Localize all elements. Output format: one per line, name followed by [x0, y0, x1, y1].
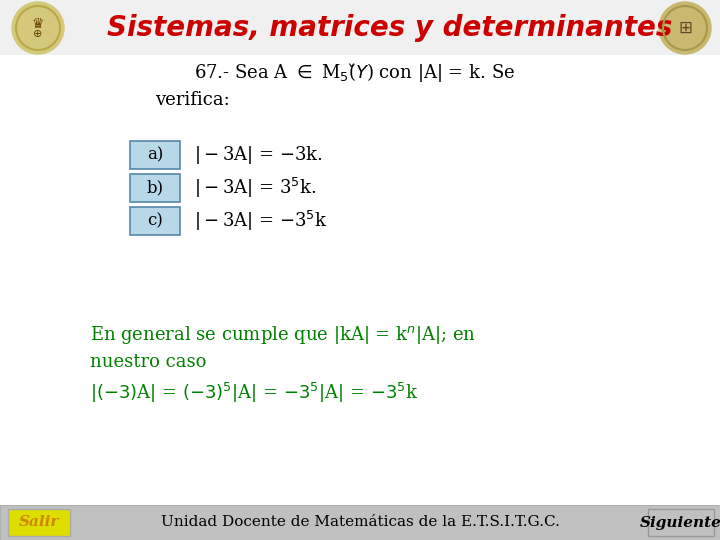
- Text: a): a): [147, 146, 163, 164]
- Text: ♛: ♛: [32, 17, 44, 31]
- Bar: [130, 174, 180, 202]
- Circle shape: [659, 2, 711, 54]
- Text: verifica:: verifica:: [155, 91, 230, 109]
- Bar: [130, 207, 180, 235]
- Text: c): c): [147, 213, 163, 230]
- Bar: [0, 0, 720, 55]
- Bar: [648, 509, 714, 536]
- Text: Salir: Salir: [19, 516, 59, 530]
- Text: $|(-3)$A$|$ = $(-3)^5|$A$|$ = $-3^5|$A$|$ = $-3^5$k: $|(-3)$A$|$ = $(-3)^5|$A$|$ = $-3^5|$A$|…: [90, 381, 418, 405]
- Text: ⊕: ⊕: [33, 29, 42, 39]
- Text: Siguiente: Siguiente: [640, 516, 720, 530]
- Text: nuestro caso: nuestro caso: [90, 353, 207, 371]
- Bar: [130, 141, 180, 169]
- Text: ⊞: ⊞: [678, 19, 692, 37]
- Text: 67.- Sea A $\in$ M$_5$($\check{Y}$) con $|$A$|$ = k. Se: 67.- Sea A $\in$ M$_5$($\check{Y}$) con …: [194, 60, 516, 84]
- Text: En general se cumple que $|$kA$|$ = k$^n$$|$A$|$; en: En general se cumple que $|$kA$|$ = k$^n…: [90, 324, 476, 346]
- Bar: [8, 509, 70, 536]
- Text: b): b): [146, 179, 163, 197]
- Text: $|-$3A$|$ = $-$3k.: $|-$3A$|$ = $-$3k.: [194, 144, 323, 166]
- Text: $|-$3A$|$ = 3$^5$k.: $|-$3A$|$ = 3$^5$k.: [194, 176, 316, 200]
- Text: Sistemas, matrices y determinantes: Sistemas, matrices y determinantes: [107, 14, 672, 42]
- Text: $|-$3A$|$ = $-$3$^5$k: $|-$3A$|$ = $-$3$^5$k: [194, 209, 328, 233]
- Circle shape: [12, 2, 64, 54]
- Text: Unidad Docente de Matemáticas de la E.T.S.I.T.G.C.: Unidad Docente de Matemáticas de la E.T.…: [161, 516, 559, 530]
- Bar: [0, 505, 720, 540]
